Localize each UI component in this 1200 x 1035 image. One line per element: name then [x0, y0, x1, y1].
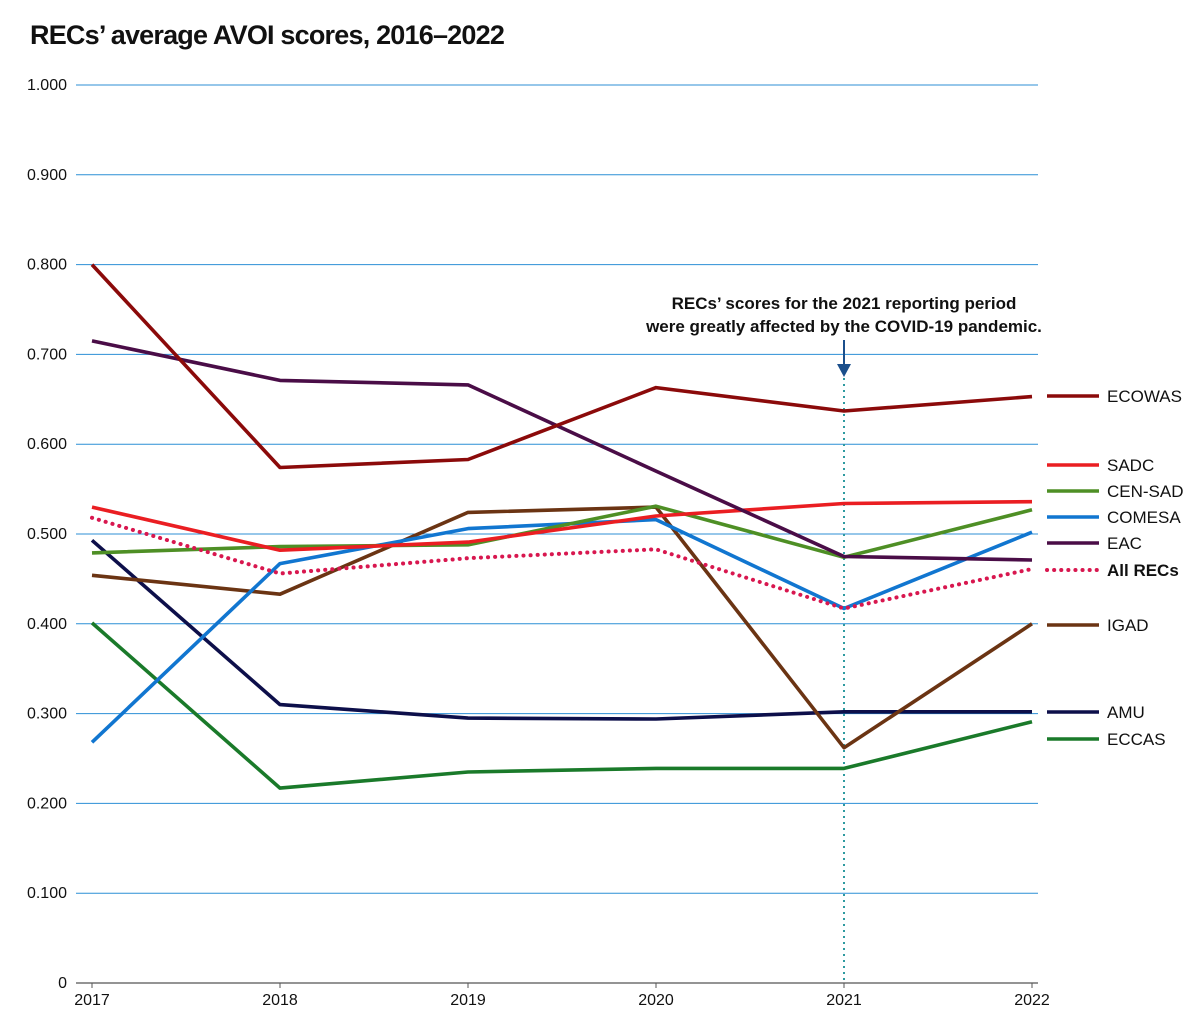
y-tick-label: 1.000 [27, 77, 67, 94]
series-line-eccas [90, 621, 1033, 790]
legend-label-sadc: SADC [1107, 456, 1154, 475]
legend-label-eccas: ECCAS [1107, 730, 1166, 749]
series-line-cen-sad [91, 504, 1033, 560]
x-tick-label: 2019 [450, 992, 486, 1009]
annotation-text-line: RECs’ scores for the 2021 reporting peri… [672, 294, 1017, 313]
y-tick-label: 0.100 [27, 885, 67, 902]
y-tick-label: 0.900 [27, 167, 67, 184]
y-tick-label: 0.300 [27, 706, 67, 723]
y-tick-label: 0 [58, 975, 67, 992]
legend-label-eac: EAC [1107, 534, 1142, 553]
legend-label-all-recs: All RECs [1107, 561, 1179, 580]
annotation-arrow-head [837, 364, 851, 377]
x-axis-ticks: 2017 2018 2019 2020 2021 2022 [74, 983, 1050, 1009]
series-line-ecowas [90, 263, 1033, 470]
x-tick-label: 2020 [638, 992, 674, 1009]
legend: ECOWAS SADC CEN-SAD COMESA EAC All RECs IGAD AM… [1045, 387, 1184, 749]
y-tick-label: 0.200 [27, 795, 67, 812]
y-tick-label: 0.700 [27, 346, 67, 363]
x-tick-label: 2021 [826, 992, 862, 1009]
y-tick-label: 0.600 [27, 436, 67, 453]
legend-label-amu: AMU [1107, 703, 1145, 722]
annotation: RECs’ scores for the 2021 reporting peri… [645, 294, 1042, 377]
y-axis-ticks: 0 0.100 0.200 0.300 0.400 0.500 0.600 0.700 0.80… [27, 77, 67, 992]
series-line-amu [90, 538, 1032, 721]
legend-label-igad: IGAD [1107, 616, 1149, 635]
series-line-comesa [90, 517, 1033, 744]
y-tick-label: 0.400 [27, 616, 67, 633]
legend-label-comesa: COMESA [1107, 508, 1181, 527]
y-tick-label: 0.800 [27, 257, 67, 274]
legend-label-cen-sad: CEN-SAD [1107, 482, 1184, 501]
gridlines [76, 84, 1038, 984]
legend-label-ecowas: ECOWAS [1107, 387, 1182, 406]
y-tick-label: 0.500 [27, 526, 67, 543]
chart-title: RECs’ average AVOI scores, 2016–2022 [30, 20, 505, 50]
series-lines [90, 263, 1034, 790]
series-line-sadc [91, 499, 1033, 553]
x-tick-label: 2018 [262, 992, 298, 1009]
annotation-text-line: were greatly affected by the COVID-19 pa… [645, 317, 1042, 336]
x-tick-label: 2022 [1014, 992, 1050, 1009]
x-tick-label: 2017 [74, 992, 110, 1009]
series-line-all-recs [90, 515, 1034, 611]
series-line-eac [91, 339, 1033, 562]
